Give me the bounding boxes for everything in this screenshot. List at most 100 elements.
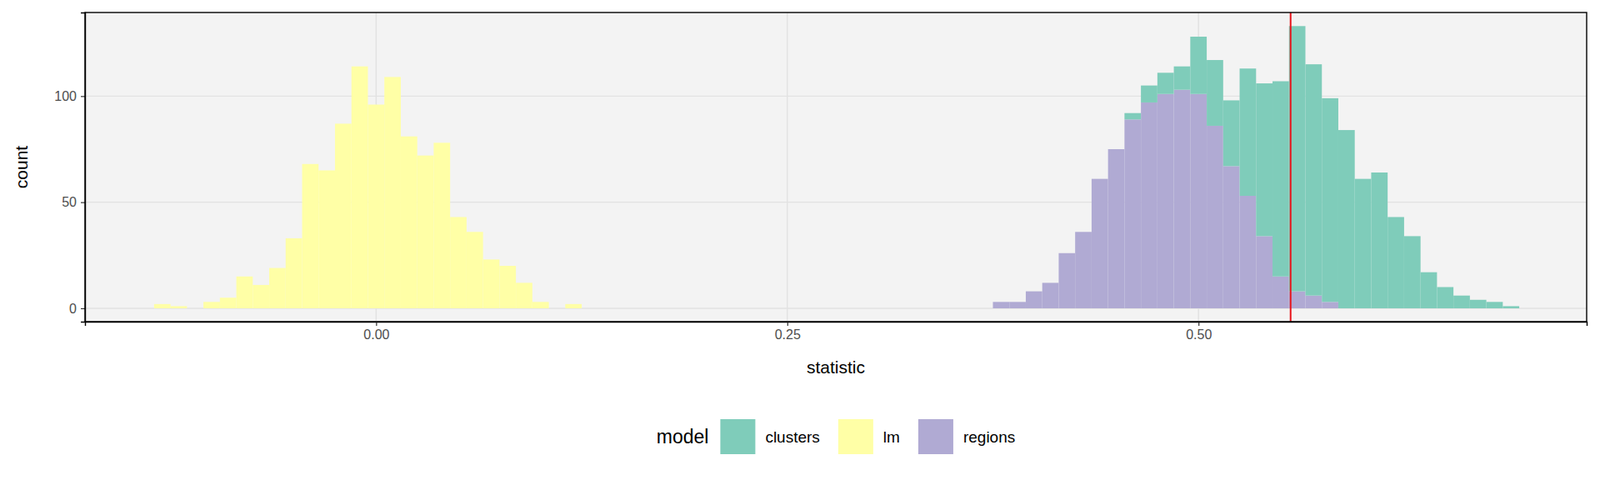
histogram-bar	[1255, 235, 1273, 309]
histogram-bar	[269, 267, 286, 269]
histogram-bar	[433, 142, 450, 309]
histogram-bar	[1058, 253, 1075, 309]
x-axis-line	[85, 322, 1588, 327]
histogram-bar	[762, 307, 780, 309]
histogram-bar	[581, 307, 599, 309]
histogram-bar	[894, 307, 911, 309]
histogram-bar	[943, 307, 960, 309]
histogram-bar	[927, 307, 945, 309]
histogram-bar	[252, 285, 270, 309]
histogram-bar	[1240, 195, 1257, 309]
histogram-bar	[630, 307, 648, 309]
histogram-bar	[515, 282, 533, 309]
histogram-bar	[318, 170, 335, 309]
histogram-bar	[745, 307, 763, 309]
histogram-bar	[1174, 66, 1191, 90]
histogram-bar	[1370, 172, 1388, 309]
grid-line-x	[786, 12, 788, 322]
histogram-bar	[1338, 130, 1355, 309]
histogram-bar	[186, 307, 204, 309]
histogram-bar	[976, 307, 994, 309]
histogram-bar	[186, 307, 204, 309]
histogram-bar	[960, 307, 977, 309]
histogram-bar	[1042, 282, 1060, 284]
histogram-bar	[515, 282, 533, 284]
histogram-bar	[1058, 252, 1075, 254]
histogram-bar	[960, 307, 977, 309]
legend-label: lm	[883, 428, 900, 446]
histogram-bar	[745, 307, 763, 309]
histogram-bar	[302, 163, 320, 165]
histogram-bar	[220, 297, 237, 299]
histogram-bar	[220, 297, 237, 309]
histogram-bar	[976, 307, 994, 309]
histogram-bar	[1502, 305, 1520, 309]
histogram-bar	[1025, 290, 1043, 292]
histogram-bar	[466, 231, 484, 233]
x-tick-mark	[1198, 321, 1200, 326]
histogram-bar	[1404, 235, 1421, 309]
histogram-bar	[811, 307, 829, 309]
chart: 0.000.250.50050100statisticcountmodelclu…	[0, 0, 1600, 480]
histogram-bar	[598, 307, 615, 309]
histogram-bar	[730, 307, 747, 309]
histogram-bar	[745, 307, 763, 309]
histogram-bar	[615, 307, 632, 309]
histogram-bar	[1124, 119, 1141, 309]
legend-label: clusters	[765, 428, 820, 446]
histogram-bar	[1387, 216, 1405, 308]
histogram-bar	[1255, 83, 1273, 236]
histogram-bar	[992, 301, 1010, 303]
histogram-bar	[384, 76, 401, 78]
histogram-bar	[1420, 272, 1438, 309]
histogram-bar	[696, 307, 714, 309]
histogram-bar	[400, 135, 418, 137]
series-clusters	[1124, 25, 1520, 309]
histogram-bar	[203, 301, 220, 303]
histogram-bar	[1091, 179, 1109, 309]
histogram-bar	[1108, 148, 1125, 150]
histogram-bar	[1075, 231, 1092, 233]
histogram-bar	[779, 307, 796, 309]
histogram-bar	[549, 307, 566, 309]
series-lm	[154, 66, 582, 309]
legend-label: regions	[963, 428, 1015, 446]
histogram-bar	[861, 307, 879, 309]
histogram-bar	[499, 265, 516, 267]
histogram-bar	[318, 170, 335, 171]
x-tick-label: 0.50	[1185, 327, 1212, 342]
histogram-bar	[1124, 113, 1141, 120]
histogram-bar	[302, 164, 320, 309]
x-tick: 0.00	[363, 321, 390, 342]
histogram-bar	[927, 307, 945, 309]
histogram-bar	[1009, 301, 1026, 303]
histogram-bar	[992, 301, 1010, 309]
histogram-bar	[186, 307, 204, 309]
histogram-bar	[811, 307, 829, 309]
histogram-bar	[730, 307, 747, 309]
histogram-bar	[483, 259, 500, 309]
histogram-bar	[713, 307, 730, 309]
y-tick-label: 100	[54, 89, 77, 104]
histogram-bar	[647, 307, 665, 309]
histogram-bar	[351, 65, 369, 67]
histogram-bar	[1240, 68, 1257, 196]
histogram-bar	[285, 237, 303, 239]
histogram-bar	[1486, 301, 1504, 309]
histogram-bar	[351, 66, 369, 309]
histogram-bar	[630, 307, 648, 309]
y-axis: 050100	[54, 13, 85, 323]
histogram-bar	[1272, 276, 1290, 309]
histogram-bar	[285, 238, 303, 309]
histogram-bar	[466, 231, 484, 309]
histogram-bar	[1272, 81, 1290, 277]
histogram-bar	[1436, 286, 1454, 308]
histogram-bar	[845, 307, 862, 309]
histogram-bar	[795, 307, 813, 309]
marks	[154, 12, 1520, 322]
y-tick-label: 50	[61, 195, 77, 210]
y-axis-title: count	[11, 145, 31, 190]
histogram-bar	[795, 307, 813, 309]
histogram-bar	[335, 123, 352, 125]
histogram-bar	[1075, 231, 1092, 233]
